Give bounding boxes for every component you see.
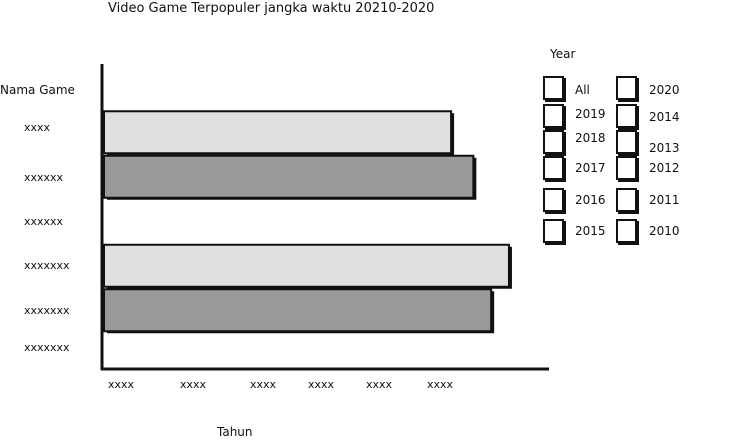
chart-title: Video Game Terpopuler jangka waktu 20210…	[108, 1, 435, 16]
checkbox-2014[interactable]	[616, 104, 637, 128]
checkbox-2015[interactable]	[543, 219, 564, 243]
checkbox-label: 2013	[649, 141, 680, 155]
checkbox-2013[interactable]	[616, 130, 637, 154]
y-axis-title: Nama Game	[0, 83, 75, 97]
y-tick-label: xxxxxx	[24, 215, 64, 228]
x-axis-title: Tahun	[217, 425, 253, 439]
legend-title: Year	[550, 47, 576, 61]
x-tick-label: xxxx	[366, 378, 393, 391]
checkbox-2017[interactable]	[543, 156, 564, 180]
checkbox-label: All	[575, 83, 590, 97]
checkbox-2012[interactable]	[616, 156, 637, 180]
x-tick-label: xxxx	[308, 378, 335, 391]
checkbox-2018[interactable]	[543, 130, 564, 154]
checkbox-label: 2017	[575, 161, 606, 175]
checkbox-label: 2019	[575, 107, 606, 121]
checkbox-label: 2020	[649, 83, 680, 97]
bar	[103, 154, 475, 199]
x-tick-label: xxxx	[250, 378, 277, 391]
checkbox-label: 2011	[649, 193, 680, 207]
checkbox-2019[interactable]	[543, 104, 564, 128]
bar	[103, 110, 453, 155]
y-tick-label: xxxx	[24, 121, 51, 134]
y-tick-label: xxxxxxx	[24, 341, 70, 354]
checkbox-label: 2018	[575, 131, 606, 145]
checkbox-label: 2012	[649, 161, 680, 175]
bar	[103, 288, 493, 333]
y-tick-label: xxxxxxx	[24, 304, 70, 317]
checkbox-label: 2016	[575, 193, 606, 207]
x-tick-label: xxxx	[180, 378, 207, 391]
checkbox-all[interactable]	[543, 76, 564, 100]
checkbox-2011[interactable]	[616, 188, 637, 212]
x-tick-label: xxxx	[108, 378, 135, 391]
checkbox-2010[interactable]	[616, 219, 637, 243]
x-tick-label: xxxx	[427, 378, 454, 391]
checkbox-label: 2014	[649, 110, 680, 124]
checkbox-2020[interactable]	[616, 76, 637, 100]
bar-chart	[100, 64, 549, 371]
y-tick-label: xxxxxxx	[24, 259, 70, 272]
checkbox-label: 2015	[575, 224, 606, 238]
checkbox-2016[interactable]	[543, 188, 564, 212]
y-tick-label: xxxxxx	[24, 171, 64, 184]
bar	[103, 243, 510, 288]
checkbox-label: 2010	[649, 224, 680, 238]
